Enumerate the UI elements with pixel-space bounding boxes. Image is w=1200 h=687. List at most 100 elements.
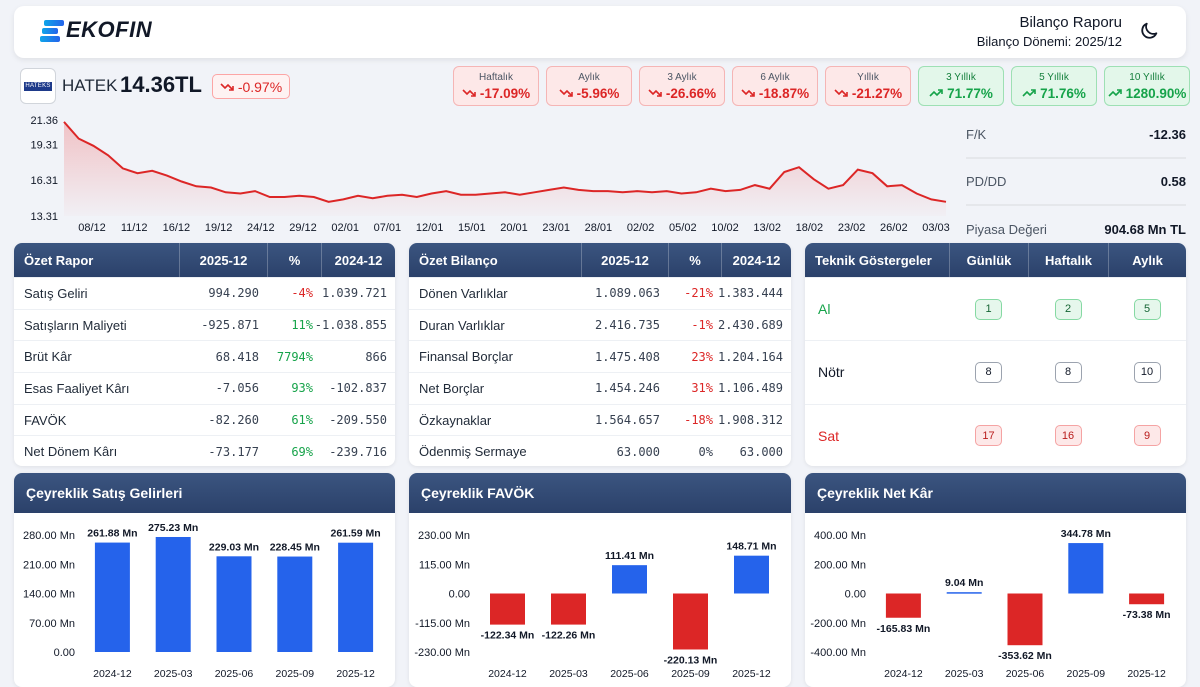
x-tick-label: 2025-06: [215, 668, 254, 680]
table-row[interactable]: Satışların Maliyeti -925.871 11% -1.038.855: [14, 308, 395, 341]
bar[interactable]: [734, 555, 769, 594]
period-return: -21.27%: [851, 86, 903, 101]
period-label: Aylık: [578, 72, 600, 83]
table-row[interactable]: Net Dönem Kârı -73.177 69% -239.716: [14, 435, 395, 466]
ticker-symbol: HATEK: [62, 76, 118, 95]
period-box[interactable]: Aylık -5.96%: [546, 66, 632, 106]
ekofin-logo[interactable]: EKOFIN: [38, 16, 152, 44]
summary-balance-body: Dönen Varlıklar 1.089.063 -21% 1.383.444 Dur…: [409, 277, 791, 466]
bar[interactable]: [490, 593, 525, 625]
bar[interactable]: [885, 593, 921, 618]
quarterly-ebitda-chart[interactable]: 230.00 Mn 115.00 Mn 0.00 -115.00 Mn -230.00 …: [409, 513, 791, 687]
previous-value: -102.837: [329, 381, 387, 396]
bar[interactable]: [155, 536, 191, 652]
x-tick-label: 2025-12: [336, 668, 375, 680]
row-label: Duran Varlıklar: [419, 317, 505, 333]
stat-label: F/K: [966, 127, 987, 142]
bar[interactable]: [338, 542, 374, 652]
summary-balance-table: Özet Bilanço 2025-12% 2024-12 Dönen Varlık…: [409, 243, 791, 466]
row-label: Satış Geliri: [24, 285, 88, 301]
table-row[interactable]: Net Borçlar 1.454.246 31% 1.106.489: [409, 372, 791, 404]
y-tick-label: 19.31: [30, 139, 58, 151]
signal-count-badge: 10: [1133, 361, 1161, 383]
bar[interactable]: [1068, 543, 1104, 594]
quarterly-sales-title: Çeyreklik Satış Gelirleri: [14, 473, 395, 513]
report-info: Bilanço Raporu Bilanço Dönemi: 2025/12: [977, 14, 1122, 49]
quarterly-net-profit-title: Çeyreklik Net Kâr: [805, 473, 1186, 513]
bar-value-label: -353.62 Mn: [998, 650, 1052, 662]
row-label: Özkaynaklar: [419, 412, 492, 428]
quarterly-sales-chart[interactable]: 280.00 Mn 210.00 Mn 140.00 Mn 70.00 Mn 0.00 2…: [14, 513, 395, 687]
company-logo: HATEKS: [20, 68, 56, 104]
top-header: EKOFIN Bilanço Raporu Bilanço Dönemi: 20…: [14, 6, 1186, 58]
table-row[interactable]: Esas Faaliyet Kârı -7.056 93% -102.837: [14, 372, 395, 404]
row-label: Ödenmiş Sermaye: [419, 444, 527, 460]
change-percent: 93%: [291, 381, 313, 396]
previous-value: 2.430.689: [717, 318, 783, 333]
bar[interactable]: [673, 593, 708, 650]
bar-value-label: 261.59 Mn: [330, 528, 380, 540]
bar[interactable]: [946, 592, 982, 594]
period-box[interactable]: 3 Aylık -26.66%: [639, 66, 725, 106]
signal-count-badge: 1: [975, 298, 1002, 320]
table-row[interactable]: Finansal Borçlar 1.475.408 23% 1.204.164: [409, 340, 791, 372]
stat-value: 904.68 Mn TL: [1104, 222, 1186, 237]
signal-cell: 5: [1108, 298, 1186, 320]
column-header: Özet Rapor: [24, 252, 94, 268]
trend-down-icon: [462, 89, 476, 97]
y-tick-label: 115.00 Mn: [419, 559, 470, 571]
trend-down-icon: [741, 89, 755, 97]
x-tick-label: 2024-12: [93, 668, 132, 680]
table-row[interactable]: FAVÖK -82.260 61% -209.550: [14, 403, 395, 436]
bar-value-label: 229.03 Mn: [209, 541, 259, 553]
column-header: Özet Bilanço: [419, 252, 498, 268]
current-value: 68.418: [215, 349, 259, 364]
period-box[interactable]: 10 Yıllık 1280.90%: [1104, 66, 1190, 106]
column-header: 2025-12: [581, 243, 668, 277]
x-tick-label: 2024-12: [488, 668, 527, 680]
trend-down-icon: [648, 89, 662, 97]
table-row[interactable]: Satış Geliri 994.290 -4% 1.039.721: [14, 277, 395, 309]
x-tick-label: 23/01: [542, 222, 570, 234]
x-tick-label: 16/12: [163, 222, 191, 234]
signal-count-badge: 2: [1054, 298, 1082, 320]
moon-icon[interactable]: [1138, 20, 1160, 42]
bar[interactable]: [277, 556, 313, 652]
ticker-price: 14.36TL: [120, 72, 202, 97]
signal-cell: 8: [1028, 361, 1108, 383]
period-box[interactable]: 5 Yıllık 71.76%: [1011, 66, 1097, 106]
quarterly-net-profit-chart[interactable]: 400.00 Mn 200.00 Mn 0.00 -200.00 Mn -400.00 …: [805, 513, 1186, 687]
bar[interactable]: [1129, 593, 1165, 605]
bar[interactable]: [612, 565, 647, 594]
x-tick-label: 03/03: [922, 222, 950, 234]
row-label: Net Borçlar: [419, 380, 485, 396]
table-row[interactable]: Duran Varlıklar 2.416.735 -1% 2.430.689: [409, 308, 791, 341]
x-tick-label: 2024-12: [884, 668, 923, 680]
table-row[interactable]: Dönen Varlıklar 1.089.063 -21% 1.383.444: [409, 277, 791, 309]
table-row[interactable]: Özkaynaklar 1.564.657 -18% 1.908.312: [409, 403, 791, 436]
bar[interactable]: [216, 556, 252, 652]
table-row[interactable]: Ödenmiş Sermaye 63.000 0% 63.000: [409, 435, 791, 466]
y-tick-label: 13.31: [30, 211, 58, 223]
change-percent: 0%: [698, 444, 713, 459]
table-row[interactable]: Brüt Kâr 68.418 7794% 866: [14, 340, 395, 372]
signal-cell: 8: [949, 361, 1028, 383]
x-tick-label: 02/01: [331, 222, 359, 234]
period-box[interactable]: Haftalık -17.09%: [453, 66, 539, 106]
bar[interactable]: [551, 593, 586, 625]
period-box[interactable]: Yıllık -21.27%: [825, 66, 911, 106]
bar-value-label: 275.23 Mn: [148, 522, 198, 534]
bar[interactable]: [1007, 593, 1043, 646]
y-tick-label: -200.00 Mn: [810, 618, 866, 630]
y-tick-label: 210.00 Mn: [23, 559, 75, 571]
change-percent: 69%: [291, 444, 313, 459]
bar[interactable]: [94, 542, 130, 652]
x-tick-label: 2025-09: [671, 668, 710, 680]
change-percent: -4%: [291, 286, 313, 301]
period-box[interactable]: 6 Aylık -18.87%: [732, 66, 818, 106]
summary-report-table: Özet Rapor 2025-12% 2024-12 Satış Geliri 99…: [14, 243, 395, 466]
previous-value: 1.383.444: [717, 286, 783, 301]
period-box[interactable]: 3 Yıllık 71.77%: [918, 66, 1004, 106]
bar-value-label: 344.78 Mn: [1061, 528, 1111, 540]
price-chart[interactable]: 21.36 19.31 16.31 13.31 08/12 11/12 16/12 19/12…: [14, 108, 954, 238]
